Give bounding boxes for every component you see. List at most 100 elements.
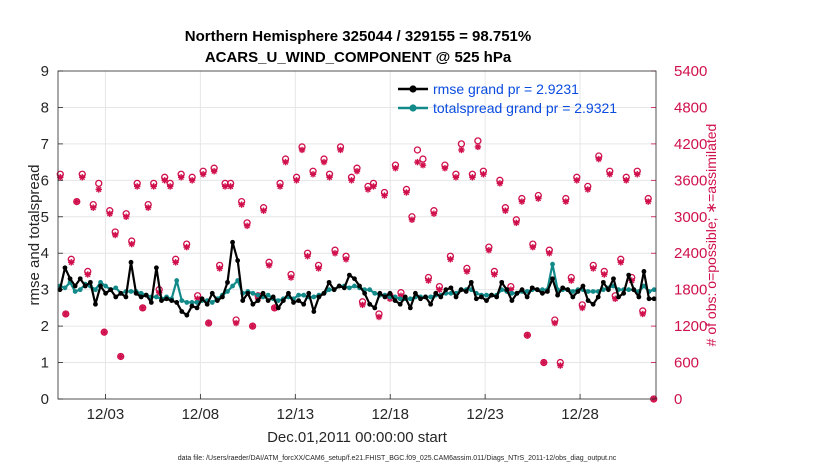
rmse-point (174, 300, 180, 305)
rmse-point (169, 298, 175, 303)
obs-assimilated-point (337, 146, 344, 154)
x-tick-label: 12/28 (561, 406, 599, 423)
spread-point (296, 292, 301, 298)
rmse-point (67, 276, 73, 282)
spread-point (250, 290, 256, 296)
rmse-point (133, 290, 139, 296)
y-right-tick-label: 3000 (674, 209, 707, 226)
obs-assimilated-point (408, 216, 416, 224)
spread-point (189, 300, 195, 305)
obs-assimilated-point (139, 304, 146, 312)
data-file-footer: data file: /Users/raeder/DAI/ATM_forcXX/… (178, 455, 617, 462)
spread-point (275, 298, 281, 303)
obs-assimilated-point (425, 277, 432, 284)
spread-point (626, 287, 632, 293)
rmse-point (240, 298, 246, 303)
spread-point (138, 290, 144, 296)
x-tick-label: 12/18 (371, 406, 409, 423)
obs-assimilated-point (188, 177, 196, 184)
obs-assimilated-point (249, 322, 256, 330)
obs-assimilated-point (68, 259, 75, 266)
obs-assimilated-point (403, 189, 410, 196)
rmse-point (590, 301, 596, 307)
obs-assimilated-point (474, 143, 482, 151)
rmse-point (418, 296, 423, 302)
obs-assimilated-point (232, 319, 240, 327)
obs-assimilated-point (579, 304, 586, 312)
rmse-point (575, 289, 581, 294)
spread-point (113, 285, 119, 291)
rmse-point (529, 285, 535, 291)
y-axis-left-label: rmse and totalspread (26, 165, 43, 306)
rmse-point (626, 272, 632, 278)
rmse-point (397, 301, 403, 307)
obs-assimilated-point (101, 328, 108, 336)
rmse-point (377, 290, 383, 296)
rmse-point (382, 294, 388, 300)
spread-point (641, 283, 647, 289)
obs-assimilated-point (199, 171, 207, 178)
obs-assimilated-point (485, 246, 493, 254)
rmse-point (326, 279, 332, 285)
obs-assimilated-point (562, 198, 570, 205)
y-left-tick-label: 7 (41, 136, 49, 153)
obs-assimilated-point (79, 174, 86, 181)
spread-point (93, 287, 98, 293)
rmse-point (280, 298, 286, 303)
obs-assimilated-point (62, 310, 69, 318)
obs-assimilated-point (645, 198, 652, 205)
spread-point (367, 287, 373, 293)
rmse-point (220, 294, 225, 300)
y-right-tick-label: 1200 (674, 318, 707, 335)
y-right-tick-label: 1800 (674, 282, 707, 299)
rmse-point (321, 290, 327, 296)
obs-assimilated-point (551, 319, 559, 327)
x-axis-label: Dec.01,2011 00:00:00 start (267, 429, 448, 446)
rmse-point (631, 287, 637, 293)
y-left-tick-label: 2 (41, 318, 49, 335)
obs-assimilated-point (452, 174, 460, 181)
chart-subtitle: ACARS_U_WIND_COMPONENT @ 525 hPa (205, 49, 512, 66)
obs-assimilated-point (161, 177, 168, 184)
rmse-point (372, 305, 378, 311)
rmse-point (296, 298, 301, 303)
obs-assimilated-point (106, 210, 113, 217)
rmse-point (580, 283, 586, 289)
rmse-point (250, 301, 256, 307)
rmse-point (204, 301, 210, 307)
obs-assimilated-point (623, 177, 630, 184)
spread-line (59, 263, 655, 304)
rmse-point (651, 296, 657, 302)
rmse-point (479, 294, 484, 300)
x-tick-label: 12/13 (277, 406, 315, 423)
rmse-point (148, 300, 154, 305)
spread-point (590, 289, 596, 294)
obs-assimilated-point (320, 158, 328, 166)
obs-assimilated-point (557, 362, 564, 369)
rmse-point (118, 290, 124, 296)
obs-assimilated-point (95, 186, 102, 193)
obs-assimilated-point (469, 174, 476, 181)
spread-point (372, 290, 378, 296)
rmse-point (341, 285, 347, 291)
obs-assimilated-point (414, 158, 421, 166)
obs-assimilated-point (227, 183, 234, 190)
obs-assimilated-point (595, 155, 602, 163)
obs-assimilated-point (535, 195, 542, 202)
rmse-point (179, 309, 185, 314)
rmse-point (443, 287, 449, 293)
obs-assimilated-point (282, 158, 289, 166)
spread-point (311, 294, 317, 300)
obs-assimilated-point (326, 174, 333, 181)
spread-point (225, 289, 230, 294)
rmse-point (199, 296, 205, 302)
x-axis-ticks: 12/03 12/08 12/13 12/18 12/23 12/28 (87, 394, 599, 423)
rmse-point (352, 276, 357, 282)
rmse-point (362, 290, 368, 296)
rmse-point (230, 239, 235, 245)
y-axis-left-ticks: 0 1 2 3 4 5 6 7 8 9 (41, 63, 63, 408)
spread-point (179, 298, 185, 303)
obs-assimilated-point (518, 198, 526, 205)
rmse-point (550, 276, 555, 282)
obs-assimilated-point (331, 250, 339, 257)
